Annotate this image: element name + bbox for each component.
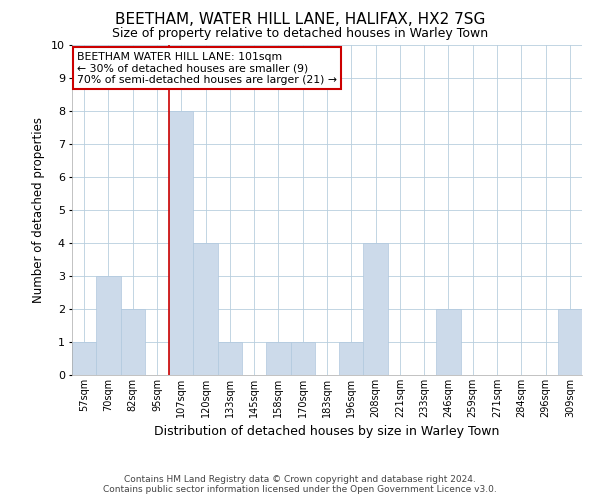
Bar — [96, 276, 121, 375]
Bar — [436, 309, 461, 375]
Text: BEETHAM WATER HILL LANE: 101sqm
← 30% of detached houses are smaller (9)
70% of : BEETHAM WATER HILL LANE: 101sqm ← 30% of… — [77, 52, 337, 85]
Bar — [169, 111, 193, 375]
Bar — [121, 309, 145, 375]
Bar — [72, 342, 96, 375]
Bar — [218, 342, 242, 375]
Bar — [339, 342, 364, 375]
Bar — [193, 243, 218, 375]
Bar — [266, 342, 290, 375]
Text: Contains HM Land Registry data © Crown copyright and database right 2024.
Contai: Contains HM Land Registry data © Crown c… — [103, 474, 497, 494]
Text: BEETHAM, WATER HILL LANE, HALIFAX, HX2 7SG: BEETHAM, WATER HILL LANE, HALIFAX, HX2 7… — [115, 12, 485, 28]
Bar — [558, 309, 582, 375]
Text: Size of property relative to detached houses in Warley Town: Size of property relative to detached ho… — [112, 28, 488, 40]
Bar — [290, 342, 315, 375]
Y-axis label: Number of detached properties: Number of detached properties — [32, 117, 46, 303]
X-axis label: Distribution of detached houses by size in Warley Town: Distribution of detached houses by size … — [154, 426, 500, 438]
Bar — [364, 243, 388, 375]
